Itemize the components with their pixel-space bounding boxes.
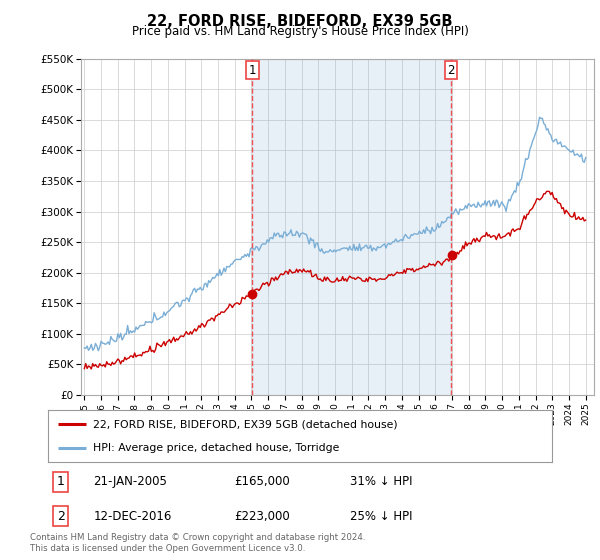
Bar	[252, 59, 451, 395]
Text: 1: 1	[248, 64, 256, 77]
Text: Contains HM Land Registry data © Crown copyright and database right 2024.
This d: Contains HM Land Registry data © Crown c…	[30, 533, 365, 553]
Text: 21-JAN-2005: 21-JAN-2005	[94, 475, 167, 488]
Text: 2: 2	[448, 64, 455, 77]
Text: 31% ↓ HPI: 31% ↓ HPI	[350, 475, 413, 488]
Text: Price paid vs. HM Land Registry's House Price Index (HPI): Price paid vs. HM Land Registry's House …	[131, 25, 469, 38]
Text: £165,000: £165,000	[235, 475, 290, 488]
Text: 12-DEC-2016: 12-DEC-2016	[94, 510, 172, 523]
Text: 25% ↓ HPI: 25% ↓ HPI	[350, 510, 413, 523]
Text: 2: 2	[56, 510, 65, 523]
Text: 1: 1	[56, 475, 65, 488]
Text: HPI: Average price, detached house, Torridge: HPI: Average price, detached house, Torr…	[94, 443, 340, 453]
Text: 22, FORD RISE, BIDEFORD, EX39 5GB (detached house): 22, FORD RISE, BIDEFORD, EX39 5GB (detac…	[94, 419, 398, 430]
Text: £223,000: £223,000	[235, 510, 290, 523]
Text: 22, FORD RISE, BIDEFORD, EX39 5GB: 22, FORD RISE, BIDEFORD, EX39 5GB	[147, 14, 453, 29]
